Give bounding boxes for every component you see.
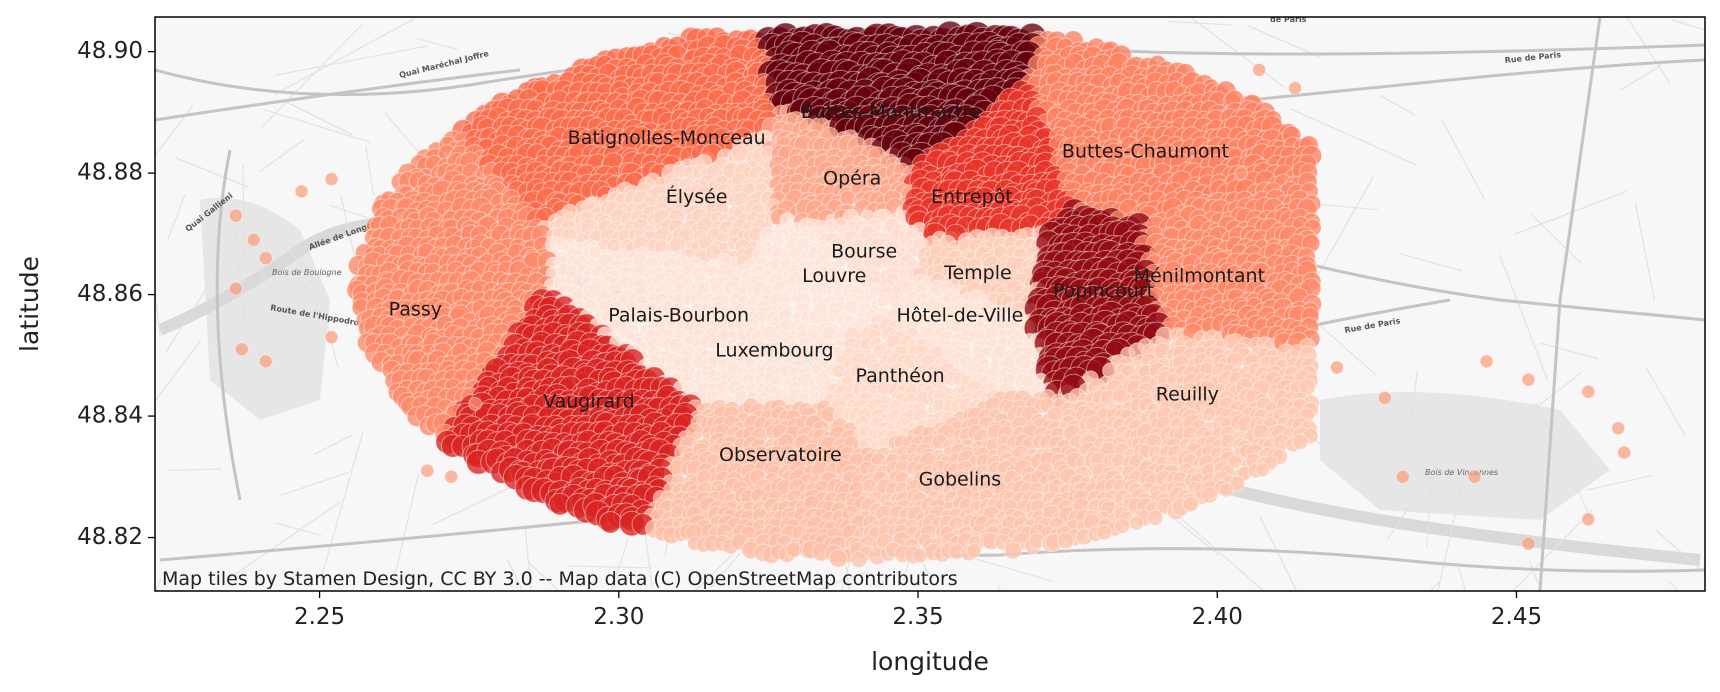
minor-road (365, 145, 375, 196)
minor-road (242, 164, 245, 269)
minor-road (694, 546, 741, 591)
park-label: Bois de Boulogne (272, 268, 342, 277)
minor-road (1669, 581, 1679, 591)
minor-road (1586, 474, 1653, 491)
minor-road (506, 559, 524, 591)
minor-road (1426, 443, 1437, 547)
minor-road (1672, 19, 1705, 31)
scatter-point (875, 292, 891, 308)
minor-road (1429, 581, 1440, 591)
minor-road (155, 340, 202, 402)
minor-road (1380, 94, 1416, 116)
street-label: de Paris (1270, 15, 1307, 24)
minor-road (524, 524, 532, 591)
park-label: Bois de Vincennes (1425, 468, 1498, 477)
minor-road (168, 468, 222, 472)
scatter-points (228, 20, 1632, 569)
minor-road (253, 220, 312, 272)
minor-road (1531, 214, 1582, 264)
minor-road (416, 37, 458, 50)
minor-road (1626, 17, 1671, 84)
minor-road (1529, 560, 1542, 591)
minor-road (1290, 108, 1418, 166)
minor-road (1437, 447, 1471, 591)
minor-road (1398, 252, 1463, 272)
minor-road (1511, 510, 1593, 591)
minor-road (1363, 414, 1468, 491)
minor-road (1645, 366, 1687, 437)
minor-road (1178, 515, 1265, 591)
minor-road (1540, 342, 1599, 360)
minor-road (1456, 564, 1467, 591)
scatter-point (1292, 433, 1309, 450)
minor-road (279, 276, 316, 311)
scatter-point (1254, 462, 1270, 478)
minor-road (1535, 402, 1592, 520)
minor-road (1498, 254, 1549, 381)
minor-road (233, 218, 308, 359)
road-west (215, 149, 242, 501)
minor-road (610, 537, 629, 591)
minor-road (1246, 24, 1320, 58)
minor-road (264, 109, 371, 143)
minor-road (155, 296, 162, 337)
minor-road (259, 138, 306, 173)
minor-road (1387, 445, 1451, 540)
minor-road (527, 561, 560, 591)
road-far-east (1538, 17, 1602, 591)
minor-road (280, 471, 350, 496)
minor-road (1259, 517, 1298, 591)
minor-road (1655, 529, 1702, 571)
minor-road (260, 23, 363, 128)
minor-road (234, 228, 253, 387)
minor-road (274, 522, 322, 536)
minor-road (392, 473, 420, 582)
minor-road (319, 432, 364, 583)
minor-road (813, 571, 866, 591)
minor-road (227, 501, 341, 580)
minor-road (1169, 20, 1232, 26)
park-bois-de-vincennes (1320, 392, 1610, 520)
minor-road (1514, 190, 1627, 235)
minor-road (175, 157, 250, 188)
minor-road (274, 45, 429, 77)
minor-road (155, 578, 162, 591)
minor-road (280, 271, 343, 282)
minor-road (313, 434, 353, 456)
minor-road (1482, 371, 1582, 450)
minor-road (273, 18, 415, 96)
road-northwest (155, 68, 521, 122)
minor-road (1620, 64, 1663, 91)
scatter-point (570, 273, 584, 287)
minor-road (568, 565, 652, 569)
minor-road (281, 99, 354, 136)
minor-road (973, 557, 1053, 582)
minor-road (167, 194, 186, 240)
minor-road (418, 582, 422, 591)
major-roads (155, 17, 1705, 591)
minor-road (1410, 369, 1419, 416)
minor-road (1441, 119, 1485, 200)
road-south (159, 518, 1705, 573)
minor-road (1634, 203, 1656, 302)
